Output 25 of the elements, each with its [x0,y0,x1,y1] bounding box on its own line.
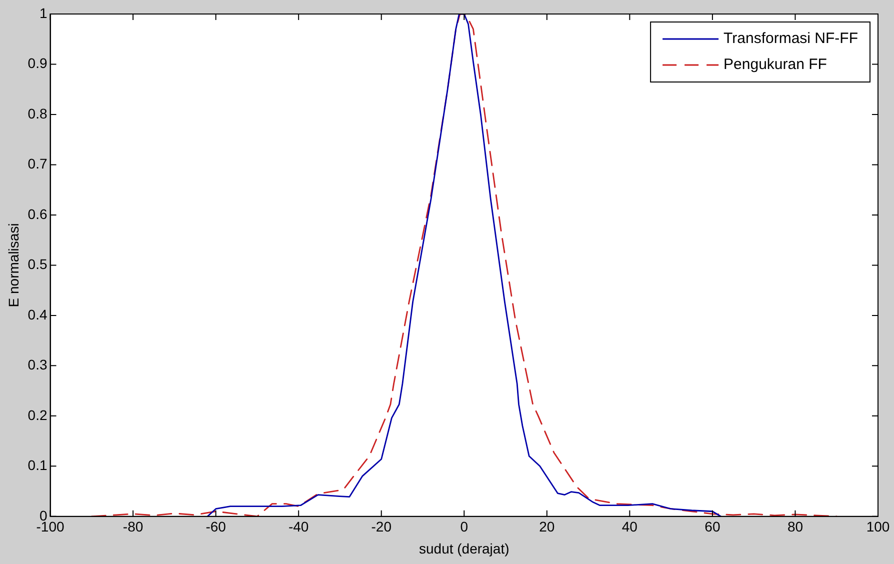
legend-label: Transformasi NF-FF [724,30,858,48]
y-tick-label: 0.7 [28,156,48,172]
x-tick-label: 40 [622,518,638,535]
y-tick-label: 0.8 [28,105,48,122]
x-tick-label: 60 [704,518,720,535]
y-tick-label: 0.9 [28,55,48,72]
x-axis-title: sudut (derajat) [418,540,510,556]
y-tick-label: 0.5 [28,256,48,272]
x-tick-label: 20 [539,518,555,535]
y-axis-title: E normalisasi [5,223,22,308]
y-tick-label: 0 [39,507,48,524]
y-tick-label: 0.6 [28,206,48,222]
x-tick-label: 80 [787,518,804,535]
x-tick-label: -60 [206,518,226,535]
legend-label: Pengukuran FF [724,56,827,74]
x-tick-label: -80 [122,518,144,535]
y-tick-label: 0.2 [28,406,48,423]
y-tick-label: 0.4 [28,306,48,322]
y-tick-label: 0.3 [28,356,48,373]
x-tick-label: 0 [460,518,468,535]
x-tick-label: -40 [288,518,309,535]
y-tick-label: 1 [39,4,48,21]
x-tick-label: 100 [866,518,890,535]
x-tick-label: -20 [371,518,392,535]
y-tick-label: 0.1 [28,457,48,474]
